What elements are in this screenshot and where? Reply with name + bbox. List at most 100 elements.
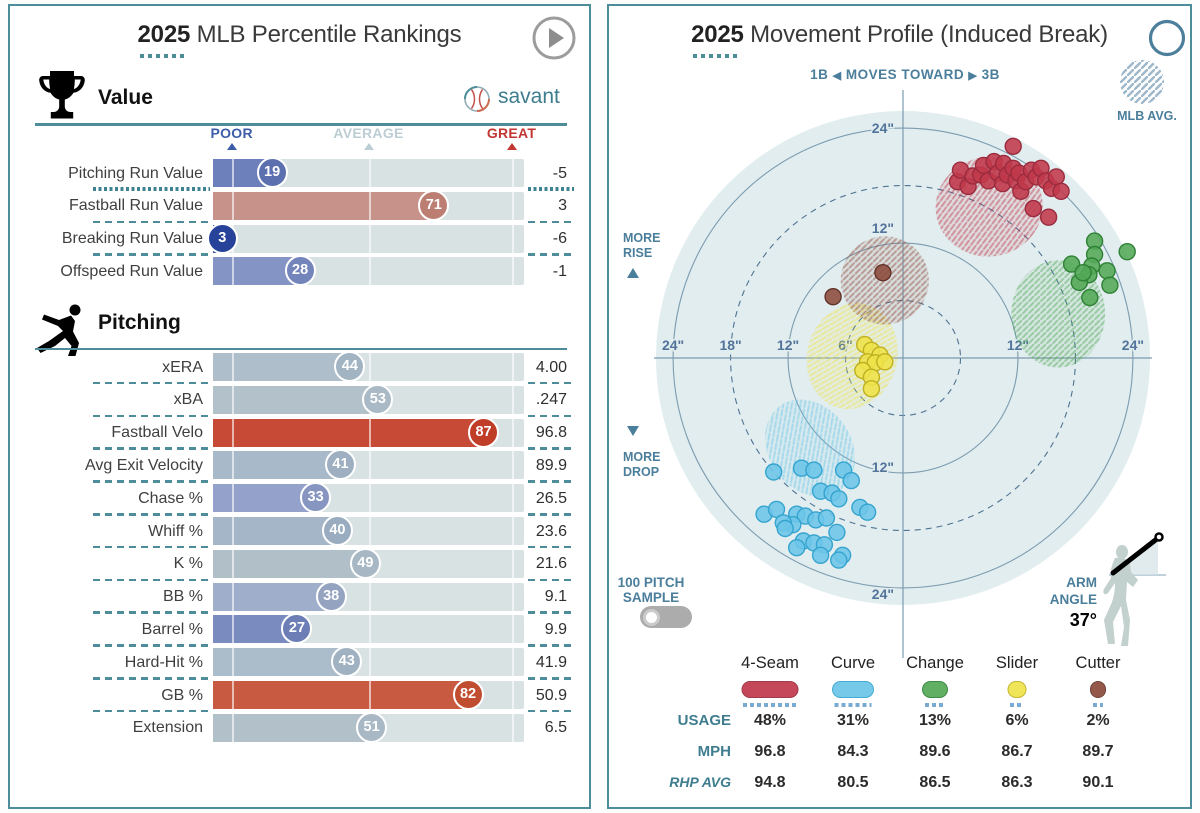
left-triangle-icon: ◀	[832, 70, 842, 82]
row-separator	[528, 187, 574, 191]
percentile-row: Chase % 33 26.5	[10, 480, 587, 515]
metric-value: -1	[552, 262, 567, 280]
percentile-bar[interactable]: 44	[213, 351, 524, 382]
percentile-bar[interactable]: 38	[213, 580, 524, 612]
legend-usage-dots	[925, 703, 945, 707]
pitch-dot-Curve[interactable]	[805, 461, 823, 479]
pitch-dot-Curve[interactable]	[817, 509, 836, 527]
percentile-badge[interactable]: 51	[356, 711, 388, 743]
legend-value-usage: 48%	[753, 712, 787, 729]
percentile-bar[interactable]: 51	[213, 711, 524, 743]
pitch-dot-Change[interactable]	[1118, 242, 1136, 261]
pitch-dot-4-Seam[interactable]	[1024, 199, 1042, 218]
legend-pill-Change[interactable]	[922, 681, 948, 698]
percentile-badge[interactable]: 53	[362, 383, 394, 415]
row-separator	[528, 578, 574, 582]
movement-plot[interactable]: 6"12"12"12"12"18"24"24"24"24"MORERISEMOR…	[609, 6, 1190, 807]
percentile-badge[interactable]: 38	[315, 580, 347, 612]
percentile-badge[interactable]: 43	[331, 646, 363, 678]
row-separator	[528, 414, 574, 418]
row-separator	[528, 611, 574, 614]
pitch-dot-Cutter[interactable]	[824, 288, 842, 306]
pitch-dot-Change[interactable]	[1081, 288, 1099, 307]
pitch-dot-4-Seam[interactable]	[1039, 208, 1058, 226]
scale-marker-icon	[363, 143, 374, 150]
percentile-bar[interactable]: 49	[213, 547, 524, 579]
percentile-row: K % 49 21.6	[10, 545, 587, 580]
row-separator	[93, 381, 210, 385]
percentile-bar[interactable]: 33	[213, 482, 524, 514]
percentile-badge[interactable]: 44	[334, 351, 366, 382]
percentile-bar[interactable]: 43	[213, 646, 524, 678]
row-separator	[93, 677, 210, 680]
pitch-dot-Curve[interactable]	[842, 471, 861, 490]
scale-tick	[231, 713, 234, 742]
pitch-dot-Change[interactable]	[1062, 255, 1081, 273]
pitch-sample-toggle[interactable]	[640, 606, 692, 628]
percentile-bar[interactable]: 71	[213, 189, 524, 221]
metric-label: Chase %	[138, 489, 203, 507]
pitch-dot-Curve[interactable]	[830, 490, 848, 508]
pitch-dot-Curve[interactable]	[828, 523, 846, 542]
row-separator	[93, 253, 210, 256]
scale-tick	[511, 418, 514, 447]
pitch-dot-Curve[interactable]	[830, 551, 848, 569]
percentile-bar[interactable]: 41	[213, 449, 524, 481]
scale-label-poor: POOR	[210, 125, 253, 141]
percentile-badge[interactable]: 87	[468, 416, 500, 448]
percentile-bar[interactable]: 27	[213, 613, 524, 645]
metric-label: Avg Exit Velocity	[85, 456, 203, 474]
percentile-fill	[213, 648, 347, 677]
scale-tick	[511, 713, 514, 742]
pitch-dot-4-Seam[interactable]	[1047, 168, 1065, 186]
pitch-dot-Slider[interactable]	[862, 380, 881, 398]
percentile-badge[interactable]: 33	[300, 482, 332, 514]
pitch-dot-Curve[interactable]	[811, 546, 830, 564]
legend-pill-4-Seam[interactable]	[741, 681, 799, 698]
legend-pill-Slider[interactable]	[1007, 681, 1027, 698]
percentile-badge[interactable]: 28	[284, 255, 316, 287]
scale-tick	[511, 451, 514, 480]
pitch-dot-Change[interactable]	[1101, 276, 1119, 294]
pitch-dot-Curve[interactable]	[787, 539, 806, 557]
legend-pill-Cutter[interactable]	[1090, 681, 1106, 698]
metric-label: xBA	[173, 391, 203, 409]
row-separator	[528, 513, 574, 516]
percentile-bar[interactable]: 82	[213, 679, 524, 710]
pitch-dot-4-Seam[interactable]	[1004, 137, 1022, 156]
help-button[interactable]	[1147, 18, 1187, 63]
pitch-dot-Change[interactable]	[1098, 262, 1116, 280]
ring-label: 24"	[872, 586, 894, 602]
percentile-bar[interactable]: 28	[213, 255, 524, 287]
legend-pill-Curve[interactable]	[832, 681, 874, 698]
percentile-badge[interactable]: 49	[349, 547, 381, 579]
pitch-dot-4-Seam[interactable]	[1052, 182, 1070, 201]
percentile-badge[interactable]: 82	[452, 679, 484, 710]
metric-value: 96.8	[535, 424, 567, 442]
percentile-badge[interactable]: 41	[325, 449, 356, 481]
percentile-fill	[213, 418, 484, 447]
percentile-badge[interactable]: 3	[206, 222, 238, 254]
metric-value: 6.5	[544, 719, 567, 737]
percentile-badge[interactable]: 71	[418, 189, 450, 221]
metric-value: 41.9	[535, 653, 567, 671]
scale-tick	[511, 681, 514, 709]
percentile-bar[interactable]: 40	[213, 515, 524, 546]
percentile-bar[interactable]: 3	[206, 222, 524, 254]
pitch-dot-Slider[interactable]	[876, 353, 894, 371]
percentile-bar[interactable]: 19	[213, 157, 524, 188]
percentile-bar[interactable]: 53	[213, 383, 524, 415]
legend-row-label-rhp_avg: RHP AVG	[669, 774, 731, 790]
pitch-dot-Cutter[interactable]	[874, 264, 892, 282]
percentile-badge[interactable]: 19	[256, 157, 288, 188]
percentile-row: Pitching Run Value 19 -5	[10, 157, 587, 190]
pitch-dot-Curve[interactable]	[764, 463, 783, 481]
metric-value: 4.00	[535, 358, 567, 376]
play-button[interactable]	[531, 15, 577, 66]
percentile-badge[interactable]: 40	[321, 515, 353, 546]
pitch-dot-Change[interactable]	[1074, 264, 1092, 282]
pitch-dot-Curve[interactable]	[858, 503, 877, 521]
percentile-bar[interactable]: 87	[213, 416, 524, 448]
percentile-badge[interactable]: 27	[281, 613, 313, 645]
pitch-dot-Curve[interactable]	[776, 519, 794, 538]
